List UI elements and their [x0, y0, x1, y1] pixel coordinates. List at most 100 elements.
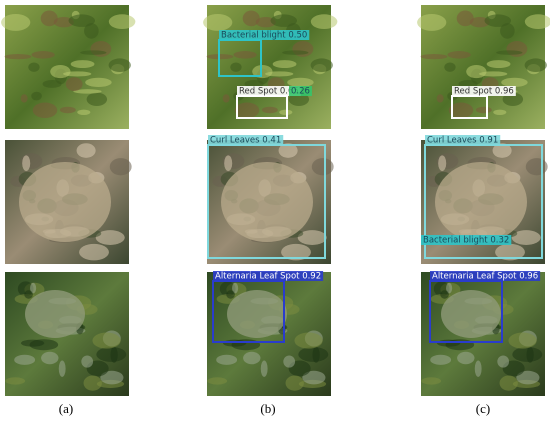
foliage	[31, 51, 55, 59]
foliage	[436, 94, 444, 103]
foliage	[108, 14, 136, 30]
detection-label: Red Spot 0.96	[454, 87, 514, 97]
foliage	[302, 370, 326, 385]
label-bg	[452, 86, 516, 96]
foliage	[430, 354, 452, 365]
foliage	[501, 77, 528, 87]
foliage	[243, 351, 261, 365]
detection-label: 0.26	[291, 87, 310, 97]
label-bg	[213, 271, 324, 281]
label-bg	[237, 86, 301, 96]
image-grid	[1, 5, 550, 396]
foliage	[497, 355, 510, 368]
foliage	[232, 282, 239, 294]
leaf	[221, 162, 313, 242]
foliage	[297, 230, 327, 245]
foliage	[272, 60, 297, 69]
foliage	[40, 10, 58, 27]
foliage	[22, 155, 31, 172]
foliage	[59, 106, 76, 114]
foliage	[70, 60, 95, 69]
foliage	[447, 51, 471, 59]
label-bg	[208, 135, 284, 145]
foliage	[32, 102, 58, 118]
foliage	[516, 370, 540, 385]
foliage	[492, 143, 512, 158]
foliage	[310, 14, 338, 30]
photo	[5, 140, 132, 264]
detection-label: Bacterial blight 0.50	[221, 31, 307, 41]
foliage	[438, 155, 447, 172]
label-bg	[421, 235, 512, 245]
foliage	[479, 71, 508, 77]
foliage	[508, 332, 537, 349]
foliage	[484, 14, 511, 27]
foliage	[285, 375, 304, 391]
foliage	[29, 339, 59, 351]
foliage	[222, 94, 230, 103]
label-bg	[425, 135, 501, 145]
foliage	[216, 354, 238, 365]
foliage	[68, 14, 95, 27]
photo	[417, 5, 550, 129]
photo	[1, 5, 136, 129]
foliage	[233, 51, 257, 59]
foliage	[311, 158, 334, 176]
detection-label: Curl Leaves 0.91	[427, 136, 498, 146]
detection-label: Bacterial blight 0.32	[423, 236, 509, 246]
foliage	[24, 290, 33, 299]
foliage	[444, 62, 456, 72]
foliage	[231, 339, 261, 351]
foliage	[20, 94, 28, 103]
foliage	[86, 92, 108, 106]
foliage	[58, 360, 66, 377]
foliage	[457, 351, 475, 365]
foliage	[500, 23, 515, 39]
detection-label: Curl Leaves 0.41	[210, 136, 281, 146]
caption: (b)	[260, 401, 275, 416]
foliage	[312, 346, 320, 363]
foliage	[14, 354, 36, 365]
foliage	[83, 375, 102, 391]
foliage	[224, 155, 233, 172]
foliage	[456, 10, 474, 27]
leaf	[441, 290, 501, 338]
foliage	[466, 65, 487, 79]
photo	[421, 272, 545, 396]
foliage	[5, 377, 26, 385]
leaf	[435, 162, 527, 242]
foliage	[511, 230, 541, 245]
foliage	[524, 58, 547, 72]
foliage	[84, 23, 99, 39]
caption: (a)	[59, 401, 73, 416]
foliage	[230, 62, 242, 72]
foliage	[279, 109, 293, 116]
foliage	[207, 377, 228, 385]
foliage	[474, 360, 482, 377]
foliage	[486, 60, 511, 69]
foliage	[420, 54, 448, 60]
photo	[5, 272, 129, 396]
foliage	[81, 355, 94, 368]
foliage	[294, 332, 323, 349]
label-bg	[219, 30, 310, 40]
foliage	[458, 79, 478, 88]
foliage	[446, 282, 453, 294]
foliage	[50, 65, 71, 79]
foliage	[281, 243, 311, 261]
photo	[207, 140, 334, 264]
foliage	[524, 14, 550, 30]
foliage	[261, 106, 278, 114]
foliage	[421, 377, 442, 385]
foliage	[63, 71, 92, 77]
label-bg	[289, 86, 312, 96]
foliage	[110, 346, 118, 363]
foliage	[234, 102, 260, 118]
foliage	[31, 91, 42, 101]
foliage	[85, 77, 112, 87]
foliage	[77, 109, 91, 116]
foliage	[226, 290, 235, 299]
foliage	[4, 54, 32, 60]
foliage	[30, 282, 37, 294]
caption: (c)	[476, 401, 490, 416]
